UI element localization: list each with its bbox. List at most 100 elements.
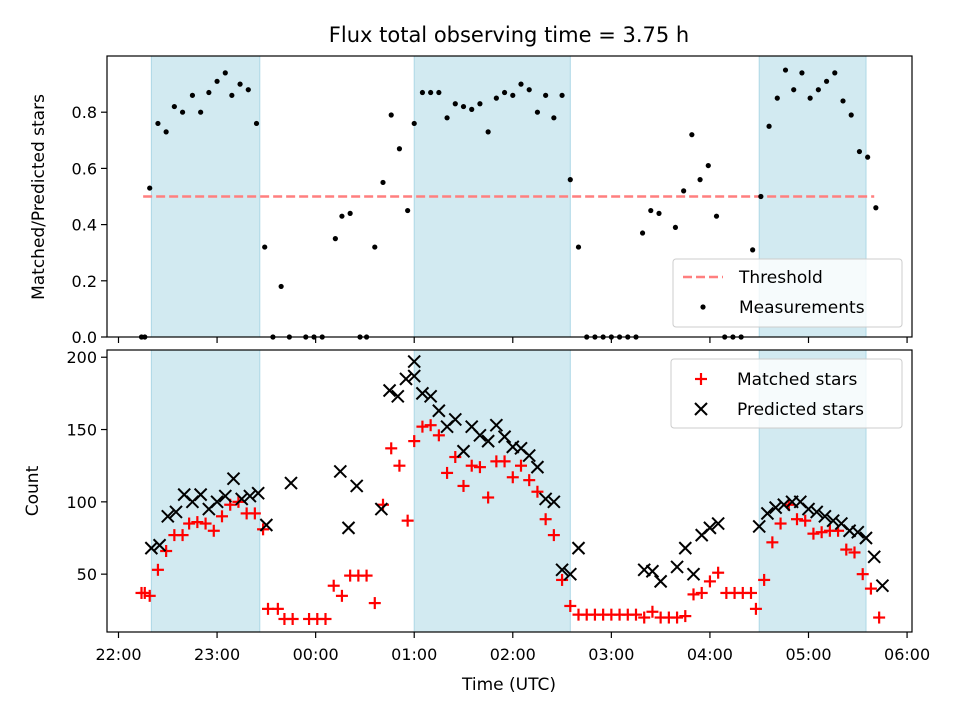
predicted-star-point [489, 418, 504, 432]
top-legend: Threshold Measurements [672, 258, 903, 328]
predicted-star-point [226, 472, 241, 486]
measurement-point [214, 78, 220, 84]
matched-star-point [335, 589, 348, 602]
predicted-star-point [481, 434, 495, 448]
measurement-point [575, 244, 582, 250]
measurement-point [758, 193, 764, 200]
measurement-point [534, 109, 541, 115]
top-y-tick-label: 0.8 [72, 103, 97, 122]
matched-star-point [377, 498, 389, 511]
matched-star-point [360, 569, 373, 582]
predicted-star-point [415, 386, 430, 401]
top-legend-box [672, 258, 903, 328]
bottom-y-tick-label: 100 [66, 493, 97, 512]
measurement-point [672, 224, 679, 231]
measurement-point [681, 188, 687, 194]
predicted-star-point [563, 567, 577, 581]
matched-star-point [531, 485, 544, 498]
predicted-star-point [350, 479, 364, 493]
matched-star-point [564, 599, 577, 612]
predicted-star-point [711, 516, 725, 531]
measurement-point [485, 129, 491, 135]
matched-star-point [506, 471, 519, 484]
predicted-star-point [382, 383, 397, 398]
measurement-point [713, 213, 720, 219]
matched-star-point [523, 474, 536, 487]
predicted-star-point [818, 509, 832, 524]
matched-star-point [482, 491, 495, 504]
bottom-legend-box [670, 358, 903, 429]
measurement-point [559, 92, 565, 98]
measurement-point [469, 106, 475, 112]
matched-star-point [695, 586, 708, 599]
predicted-star-point [407, 354, 421, 369]
predicted-star-point [670, 560, 684, 574]
predicted-star-point [760, 506, 775, 521]
matched-star-point [646, 605, 659, 618]
measurement-point [189, 92, 196, 98]
matched-star-point [799, 514, 812, 527]
bottom-panel: 50 100 150 200 22:00 23:00 00:00 01:00 02:00 03:… [23, 348, 930, 695]
matched-star-point [791, 513, 803, 526]
legend-measurements-label: Measurements [739, 298, 865, 318]
bottom-x-tick-label: 01:00 [391, 645, 437, 664]
bottom-y-tick-label: 50 [77, 565, 97, 584]
predicted-star-point [851, 525, 865, 539]
legend-threshold-label: Threshold [738, 268, 823, 288]
predicted-star-point [432, 404, 446, 418]
predicted-star-point [152, 538, 167, 552]
predicted-star-point [144, 541, 159, 555]
predicted-star-point [251, 486, 265, 500]
predicted-star-point [473, 428, 487, 443]
measurement-point [510, 92, 516, 98]
matched-star-point [856, 568, 869, 581]
top-panel: 0.00.20.40.60.8 Matched/Predicted stars … [29, 55, 913, 347]
bottom-y-axis-label: Count [23, 465, 43, 516]
predicted-star-point [423, 389, 438, 403]
predicted-star-point [399, 372, 413, 386]
measurement-point [405, 207, 411, 214]
measurement-point [774, 95, 780, 101]
measurement-point [253, 120, 260, 127]
bottom-x-tick-label: 06:00 [884, 645, 930, 664]
observing-window-shade [413, 55, 571, 338]
top-y-tick-label: 0.4 [72, 216, 97, 235]
measurement-point [648, 207, 654, 214]
top-y-axis-label: Matched/Predicted stars [29, 94, 49, 300]
predicted-star-point [547, 495, 561, 509]
matched-star-point [774, 517, 787, 530]
matched-star-point [385, 442, 398, 455]
predicted-star-point [243, 489, 257, 503]
predicted-star-point [703, 521, 717, 535]
predicted-star-point [341, 521, 356, 535]
matched-star-point [449, 451, 462, 464]
measurement-point [832, 70, 838, 76]
bottom-x-tick-label: 05:00 [785, 645, 831, 664]
measurement-point [865, 154, 871, 160]
bottom-y-tick-label: 150 [66, 421, 97, 440]
matched-star-point [556, 573, 569, 586]
matched-star-point [424, 419, 437, 432]
measurement-point [155, 120, 161, 127]
matched-star-point [286, 612, 299, 625]
matched-star-point [848, 546, 861, 559]
measurement-point [419, 89, 426, 96]
matched-star-point [248, 507, 261, 520]
measurement-point [750, 247, 756, 253]
matched-star-point [758, 573, 771, 586]
measurement-point [518, 81, 524, 87]
matched-star-point [368, 597, 381, 610]
measurement-point [799, 70, 805, 76]
measurement-point [697, 177, 703, 183]
matched-star-point [191, 516, 204, 529]
predicted-star-point [859, 531, 873, 545]
legend-matched-label: Matched stars [737, 370, 857, 390]
top-plot-frame [106, 55, 913, 338]
predicted-star-point [777, 498, 791, 512]
predicted-star-point [259, 518, 274, 532]
measurement-point [245, 87, 251, 93]
matched-star-point [712, 566, 725, 579]
measurement-point [823, 78, 830, 84]
matched-star-point [873, 611, 886, 624]
measurement-point [477, 101, 483, 107]
